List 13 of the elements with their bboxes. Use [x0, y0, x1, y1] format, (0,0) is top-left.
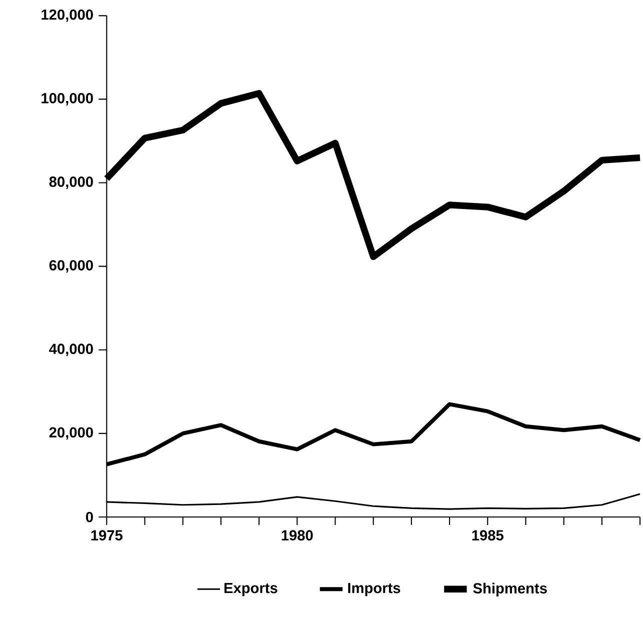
- legend-label: Imports: [348, 583, 400, 596]
- x-tick-label: 1985: [472, 530, 504, 540]
- y-tick-label: 40,000: [49, 344, 93, 356]
- y-tick-label: 0: [86, 512, 93, 522]
- legend-label: Shipments: [473, 582, 547, 596]
- y-tick-label: 60,000: [49, 260, 93, 273]
- y-tick-label: 20,000: [49, 427, 93, 440]
- legend-label: Exports: [224, 583, 278, 596]
- x-tick-label: 1980: [282, 530, 313, 540]
- y-tick-label: 80,000: [49, 176, 93, 190]
- y-tick-label: 120,000: [42, 9, 93, 22]
- x-tick-label: 1975: [91, 530, 122, 540]
- y-tick-label: 100,000: [42, 93, 93, 106]
